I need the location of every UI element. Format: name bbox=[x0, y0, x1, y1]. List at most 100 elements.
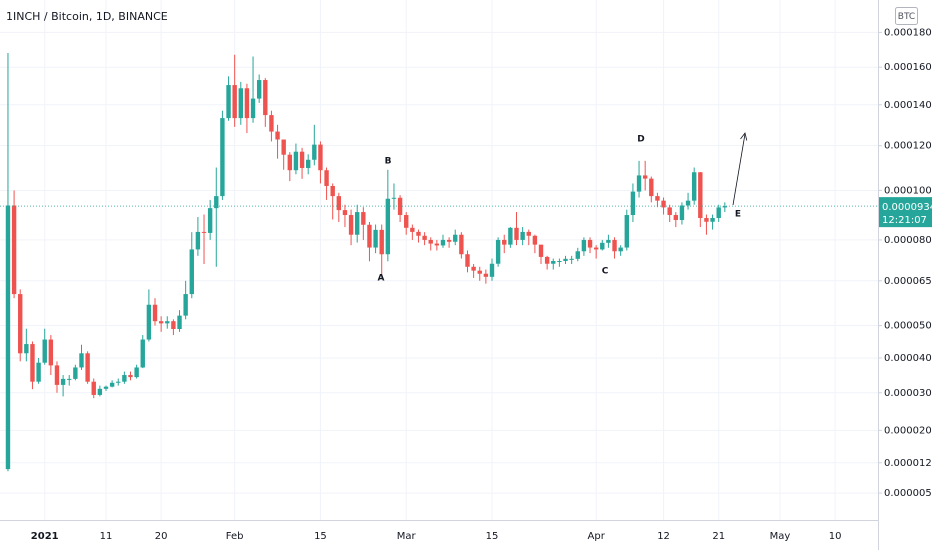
candle-body bbox=[299, 151, 305, 168]
candle-body bbox=[471, 266, 476, 271]
x-tick-label: 11 bbox=[100, 531, 113, 542]
candle-body bbox=[391, 197, 397, 199]
candle-body bbox=[673, 215, 679, 221]
candle-body bbox=[404, 215, 409, 228]
candle-body bbox=[710, 218, 715, 222]
candle-body bbox=[330, 185, 335, 197]
candle-body bbox=[189, 249, 194, 295]
candle-body bbox=[256, 80, 262, 99]
candle-body bbox=[489, 263, 495, 277]
candle-body bbox=[177, 315, 182, 330]
candle-body bbox=[704, 218, 709, 222]
candle-body bbox=[514, 227, 519, 240]
wave-label: C bbox=[602, 267, 609, 277]
candle-body bbox=[312, 144, 317, 160]
candle-body bbox=[538, 244, 544, 257]
candle-body bbox=[698, 172, 703, 219]
candle-body bbox=[716, 207, 721, 219]
candle-body bbox=[263, 80, 268, 116]
candle-body bbox=[140, 339, 145, 368]
candle-body bbox=[385, 198, 391, 255]
candle-body bbox=[165, 321, 170, 324]
candle-body bbox=[508, 227, 513, 245]
candle-body bbox=[667, 207, 672, 216]
y-tick-label: 0.00005000 bbox=[884, 321, 932, 332]
y-tick-label: 0.00000500 bbox=[884, 488, 932, 499]
last-price-box bbox=[879, 197, 932, 228]
candle-body bbox=[232, 85, 237, 119]
candle-body bbox=[183, 294, 188, 316]
candle-body bbox=[679, 205, 685, 221]
x-tick-label: 21 bbox=[712, 531, 725, 542]
x-tick-label: May bbox=[770, 531, 791, 542]
candle-body bbox=[134, 367, 139, 378]
y-tick-label: 0.00006500 bbox=[884, 276, 932, 287]
candle-body bbox=[109, 382, 115, 387]
candle-body bbox=[691, 172, 697, 201]
y-tick-label: 0.00008000 bbox=[884, 235, 932, 246]
x-tick-label: 15 bbox=[314, 531, 327, 542]
candle-body bbox=[446, 239, 452, 242]
candle-body bbox=[410, 227, 415, 232]
candle-body bbox=[67, 378, 72, 380]
candle-body bbox=[91, 381, 96, 395]
candle-body bbox=[422, 235, 427, 240]
candle-body bbox=[355, 212, 360, 235]
candle-body bbox=[128, 375, 133, 378]
candle-body bbox=[116, 381, 121, 383]
wave-label: E bbox=[735, 210, 741, 220]
y-tick-label: 0.00012000 bbox=[884, 141, 932, 152]
candle-body bbox=[214, 196, 219, 209]
candle-body bbox=[269, 115, 274, 132]
wave-label: B bbox=[385, 157, 392, 167]
candle-body bbox=[220, 118, 225, 197]
candle-body bbox=[36, 362, 41, 382]
candle-body bbox=[281, 139, 286, 155]
x-tick-label: 10 bbox=[829, 531, 842, 542]
candle-body bbox=[73, 367, 78, 379]
candle-body bbox=[318, 144, 323, 171]
candle-body bbox=[293, 151, 299, 171]
candle-body bbox=[226, 85, 231, 119]
candle-body bbox=[557, 261, 562, 263]
candle-body bbox=[367, 224, 372, 248]
candle-body bbox=[60, 378, 66, 385]
candle-body bbox=[569, 258, 574, 260]
candle-body bbox=[122, 375, 127, 382]
candle-body bbox=[97, 388, 103, 395]
candle-body bbox=[195, 231, 201, 250]
candle-body bbox=[85, 353, 90, 382]
candle-body bbox=[42, 339, 47, 363]
candle-body bbox=[361, 212, 366, 225]
chart-title: 1INCH / Bitcoin, 1D, BINANCE bbox=[6, 10, 168, 23]
candle-body bbox=[171, 321, 176, 330]
candle-body bbox=[685, 200, 691, 206]
candle-body bbox=[581, 239, 587, 252]
candle-body bbox=[250, 98, 256, 119]
candle-body bbox=[630, 191, 636, 216]
y-tick-label: 0.00016000 bbox=[884, 62, 932, 73]
currency-label: BTC bbox=[898, 12, 915, 22]
x-tick-label: 15 bbox=[486, 531, 499, 542]
candle-body bbox=[342, 210, 348, 216]
candle-body bbox=[440, 239, 446, 246]
candle-body bbox=[575, 251, 580, 259]
currency-box[interactable] bbox=[895, 7, 918, 25]
candle-body bbox=[551, 261, 556, 264]
candle-body bbox=[612, 239, 617, 252]
y-tick-label: 0.00010000 bbox=[884, 185, 932, 196]
candle-body bbox=[520, 231, 525, 240]
candle-body bbox=[649, 178, 654, 197]
wave-label: A bbox=[378, 274, 385, 284]
axes: 0.00018000 0.00016000 0.00014000 0.00012000… bbox=[31, 27, 932, 542]
candle-body bbox=[146, 304, 152, 340]
candle-body bbox=[24, 344, 29, 354]
candle-body bbox=[336, 196, 342, 211]
candle-body bbox=[606, 239, 611, 243]
candle-body bbox=[348, 215, 354, 235]
candle-body bbox=[79, 353, 84, 368]
x-tick-label: Feb bbox=[226, 531, 244, 542]
x-tick-label: 20 bbox=[155, 531, 168, 542]
